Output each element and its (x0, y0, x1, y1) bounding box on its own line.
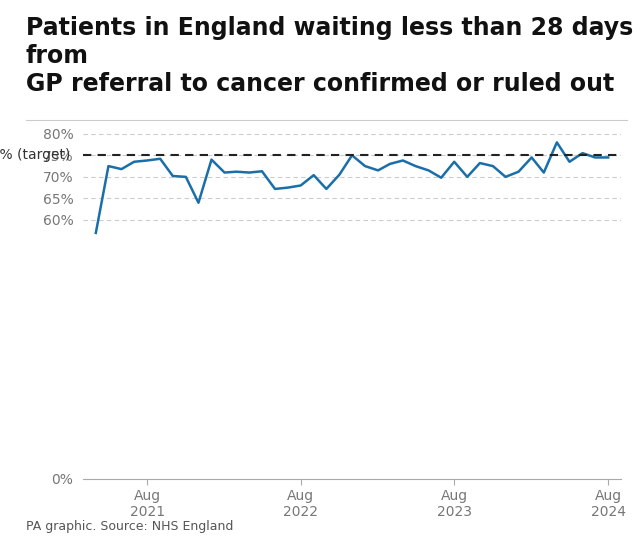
Text: PA graphic. Source: NHS England: PA graphic. Source: NHS England (26, 520, 233, 533)
Text: 75% (target): 75% (target) (0, 149, 70, 162)
Text: Patients in England waiting less than 28 days from
GP referral to cancer confirm: Patients in England waiting less than 28… (26, 16, 633, 96)
